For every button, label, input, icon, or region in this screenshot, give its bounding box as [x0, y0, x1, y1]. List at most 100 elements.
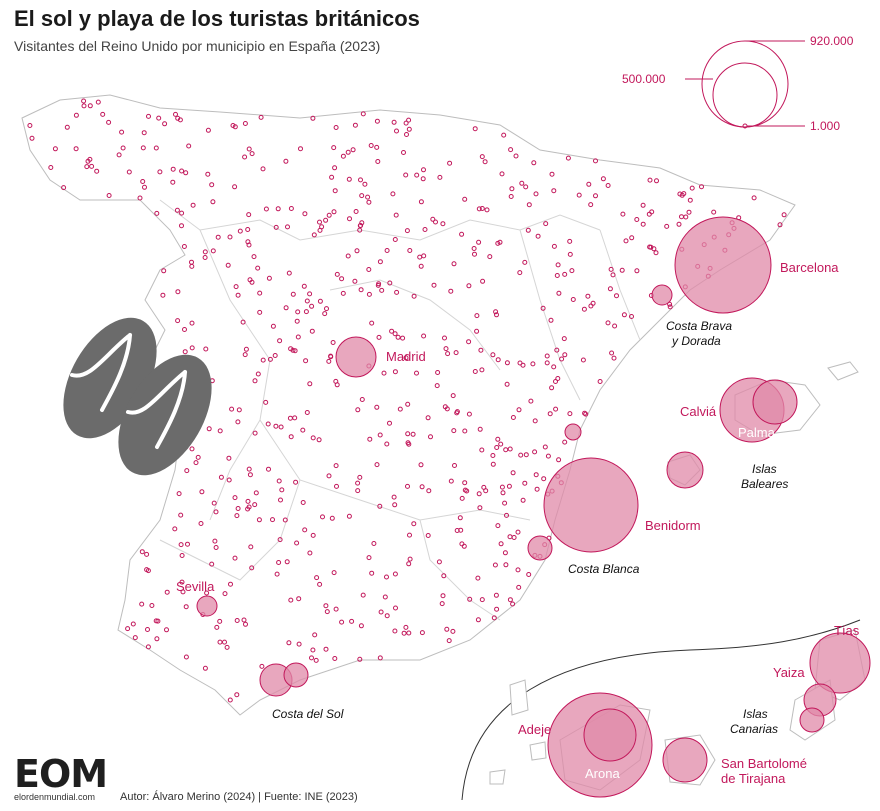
municipality-dot	[106, 193, 112, 198]
municipality-dot	[145, 644, 151, 650]
municipality-dot	[522, 480, 528, 486]
municipality-dot	[452, 463, 457, 468]
municipality-dot	[494, 606, 500, 612]
municipality-dot	[403, 120, 409, 126]
label-san-bartolome: San Bartolomé	[721, 756, 807, 771]
municipality-dot	[301, 283, 307, 289]
municipality-dot	[272, 353, 278, 358]
municipality-dot	[508, 147, 514, 153]
municipality-dot	[251, 254, 257, 260]
municipality-dot	[162, 121, 168, 127]
label-y-dorada: y Dorada	[671, 334, 721, 348]
municipality-dot	[457, 515, 463, 521]
municipality-dot	[307, 381, 313, 387]
bubble-adeje	[583, 708, 637, 762]
municipality-dot	[355, 480, 361, 486]
municipality-dot	[472, 251, 477, 257]
municipality-dot	[263, 399, 269, 405]
map-title: El sol y playa de los turistas británico…	[14, 6, 420, 31]
municipality-dot	[407, 556, 413, 562]
municipality-dot	[89, 163, 95, 169]
municipality-dot	[384, 248, 390, 253]
legend-max-label: 920.000	[810, 34, 854, 48]
municipality-dot	[345, 149, 351, 155]
municipality-dot	[612, 323, 618, 329]
municipality-dot	[345, 253, 351, 259]
municipality-dot	[515, 529, 521, 535]
municipality-dot	[418, 263, 424, 269]
municipality-dot	[304, 298, 310, 304]
municipality-dot	[647, 244, 653, 250]
municipality-dot	[294, 318, 300, 324]
municipality-dot	[288, 597, 294, 603]
municipality-dot	[448, 478, 454, 484]
municipality-dot	[686, 209, 692, 215]
municipality-dot	[199, 489, 205, 495]
municipality-dot	[293, 479, 299, 485]
municipality-dot	[317, 581, 323, 587]
municipality-dot	[491, 615, 497, 621]
label-barcelona: Barcelona	[780, 260, 839, 275]
municipality-dot	[257, 309, 263, 315]
municipality-dot	[265, 421, 271, 427]
municipality-dot	[444, 406, 450, 412]
municipality-dot	[304, 410, 310, 415]
municipality-dot	[422, 227, 428, 232]
municipality-dot	[466, 339, 472, 345]
municipality-dot	[205, 171, 211, 177]
municipality-dot	[339, 619, 345, 625]
bubble-ibiza	[666, 451, 704, 489]
municipality-dot	[522, 259, 528, 265]
municipality-dot	[474, 313, 480, 319]
municipality-dot	[362, 181, 368, 187]
municipality-dot	[462, 196, 468, 202]
municipality-dot	[431, 282, 437, 288]
municipality-dot	[484, 207, 490, 213]
municipality-dot	[392, 237, 398, 242]
municipality-dot	[332, 188, 338, 194]
municipality-dot	[324, 306, 329, 312]
municipality-dot	[382, 594, 388, 600]
municipality-dot	[149, 603, 155, 608]
municipality-dot	[352, 278, 358, 284]
municipality-dot	[406, 441, 412, 447]
municipality-dot	[597, 379, 603, 384]
municipality-dot	[270, 517, 275, 523]
municipality-dot	[640, 221, 646, 227]
municipality-dot	[555, 262, 561, 268]
municipality-dot	[426, 488, 432, 494]
municipality-dot	[232, 495, 238, 501]
municipality-dot	[543, 221, 549, 227]
municipality-dot	[499, 171, 505, 177]
municipality-dot	[540, 305, 546, 311]
municipality-dot	[502, 500, 508, 506]
municipality-dot	[273, 423, 279, 429]
municipality-dot	[504, 512, 509, 518]
municipality-dot	[233, 284, 239, 290]
municipality-dot	[531, 160, 537, 166]
municipality-dot	[215, 234, 221, 240]
municipality-dot	[252, 502, 258, 508]
municipality-dot	[145, 627, 150, 632]
municipality-dot	[653, 250, 659, 256]
municipality-dot	[541, 476, 547, 482]
label-adeje: Adeje	[518, 722, 551, 737]
municipality-dot	[487, 254, 493, 260]
municipality-dot	[610, 272, 616, 278]
label-tias: Tías	[834, 623, 860, 638]
municipality-dot	[378, 609, 384, 615]
municipality-dot	[590, 300, 596, 306]
municipality-dot	[329, 174, 335, 180]
municipality-dot	[525, 227, 531, 233]
municipality-dot	[314, 575, 320, 581]
municipality-dot	[414, 172, 420, 178]
municipality-dot	[676, 221, 682, 227]
municipality-dot	[100, 111, 106, 117]
municipality-dot	[350, 147, 356, 153]
municipality-dot	[504, 360, 510, 366]
label-arona: Arona	[585, 766, 620, 781]
municipality-dot	[303, 309, 309, 315]
municipality-dot	[355, 407, 361, 413]
municipality-dot	[621, 312, 627, 318]
municipality-dot	[242, 121, 248, 126]
